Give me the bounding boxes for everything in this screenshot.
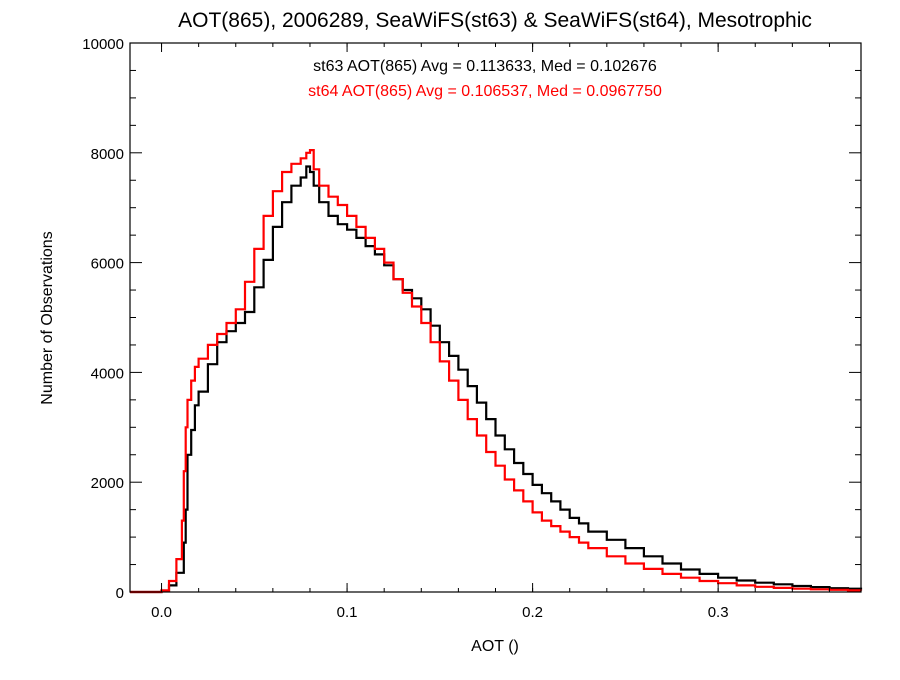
series-line-1	[130, 149, 863, 594]
y-tick-label: 10000	[82, 36, 124, 53]
x-axis: 0.0 0.1 0.2 0.3	[151, 43, 830, 621]
y-tick-label: 0	[116, 585, 124, 602]
x-tick-label: 0.3	[708, 604, 729, 621]
y-tick-label: 2000	[91, 475, 124, 492]
y-tick-label: 6000	[91, 256, 124, 273]
x-tick-label: 0.0	[151, 604, 172, 621]
chart-title: AOT(865), 2006289, SeaWiFS(st63) & SeaWi…	[178, 9, 812, 32]
annotation-st64: st64 AOT(865) Avg = 0.106537, Med = 0.09…	[308, 83, 662, 100]
y-axis: 0 2000 4000 6000 8000 10000	[82, 36, 861, 602]
x-tick-label: 0.2	[522, 604, 543, 621]
annotation-st63: st63 AOT(865) Avg = 0.113633, Med = 0.10…	[313, 58, 657, 75]
x-tick-label: 0.1	[337, 604, 358, 621]
y-tick-label: 4000	[91, 365, 124, 382]
y-tick-label: 8000	[91, 146, 124, 163]
y-axis-label: Number of Observations	[39, 231, 56, 404]
plot-series-group	[130, 149, 863, 594]
x-axis-label: AOT ()	[471, 638, 519, 655]
